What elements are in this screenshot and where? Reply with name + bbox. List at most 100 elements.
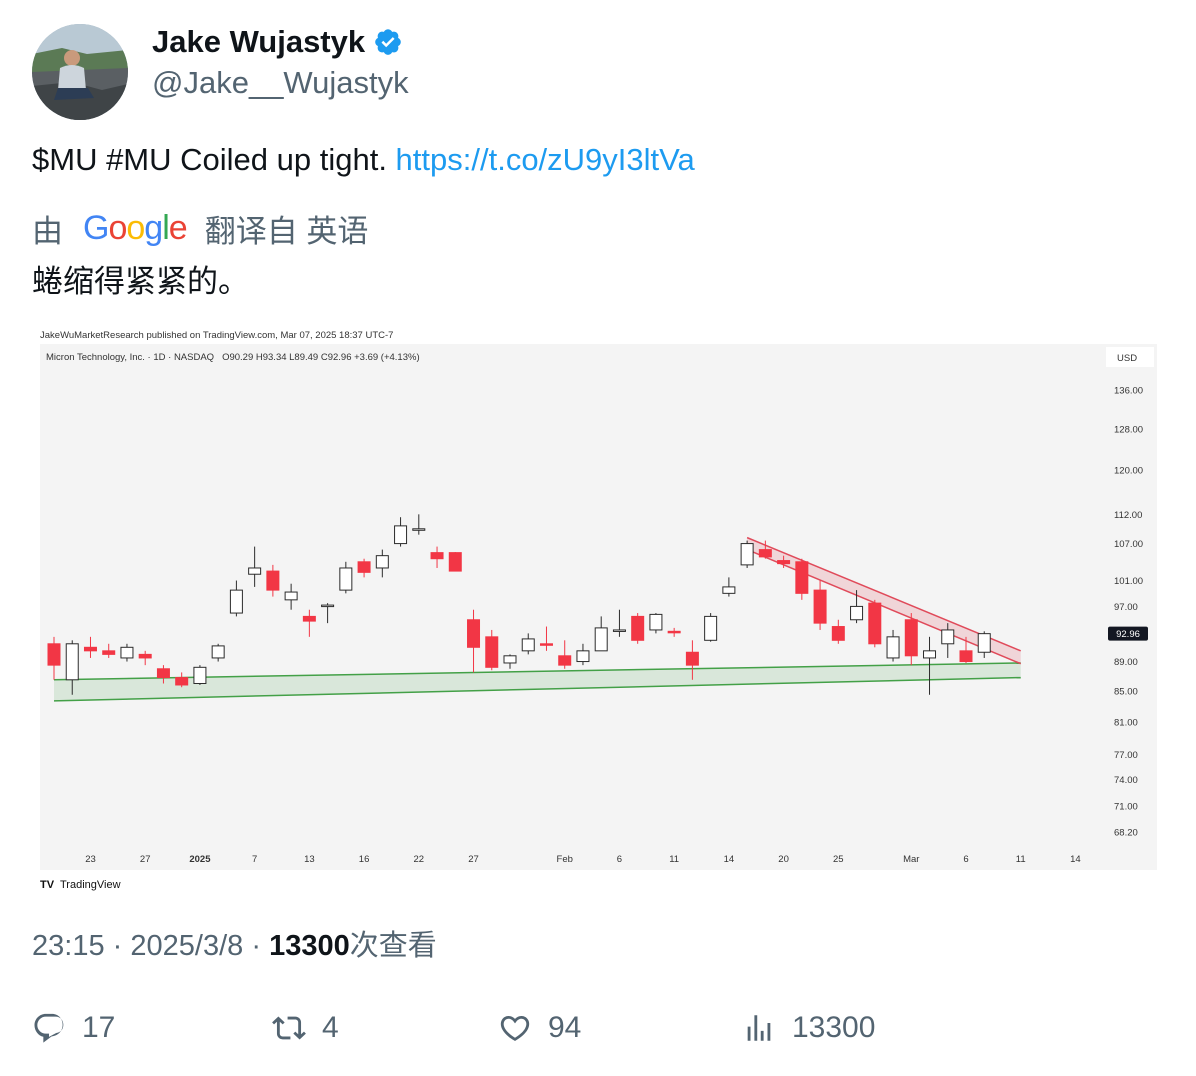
candle — [83, 636, 97, 658]
candle-body — [868, 602, 882, 645]
candle — [667, 627, 681, 637]
last-price-marker: 92.96 — [1108, 626, 1148, 641]
author-display-name[interactable]: Jake Wujastyk — [152, 24, 366, 59]
candle-body — [430, 552, 444, 560]
views-chart-icon — [747, 1015, 771, 1041]
like-button[interactable]: 94 — [498, 1006, 581, 1050]
candle-body — [375, 555, 389, 569]
tweet-time[interactable]: 23:15 — [32, 930, 105, 962]
candle — [448, 552, 462, 572]
candle — [831, 619, 845, 644]
candle — [65, 640, 79, 695]
x-tick-label: 11 — [1016, 854, 1026, 865]
candle-body — [394, 525, 408, 545]
candle — [904, 613, 918, 666]
candle — [339, 561, 353, 594]
views-action-count: 13300 — [792, 1011, 876, 1044]
candle — [156, 665, 170, 684]
candle-body — [667, 630, 681, 634]
candle-body — [521, 638, 535, 652]
x-tick-label: 6 — [963, 854, 968, 865]
candle — [102, 643, 116, 658]
views-count: 13300 — [269, 930, 350, 962]
candle-body — [886, 636, 900, 659]
candle — [704, 613, 718, 642]
candle — [539, 626, 553, 651]
chart-image[interactable]: JakeWuMarketResearch published on Tradin… — [32, 320, 1164, 900]
candle — [302, 609, 316, 637]
y-tick-label: 85.00 — [1114, 686, 1138, 697]
candle-body — [229, 589, 243, 614]
candle — [631, 613, 645, 644]
candle-body — [831, 626, 845, 641]
retweet-count: 4 — [322, 1011, 339, 1044]
candle-body — [631, 615, 645, 641]
y-tick-label: 89.00 — [1114, 657, 1138, 668]
chart-svg: JakeWuMarketResearch published on Tradin… — [40, 330, 1157, 891]
candle — [120, 643, 134, 662]
candle-body — [302, 615, 316, 622]
candle-body — [65, 643, 79, 681]
candle — [47, 636, 61, 680]
translation-prefix: 由 — [32, 213, 63, 249]
candle — [229, 580, 243, 617]
author-avatar[interactable] — [32, 24, 128, 120]
tradingview-brand: TV TradingView — [40, 879, 121, 891]
author-handle[interactable]: @Jake__Wujastyk — [152, 65, 409, 100]
candle — [412, 514, 426, 535]
candle-body — [321, 604, 335, 608]
candle-body — [539, 643, 553, 646]
candle-body — [47, 643, 61, 666]
chart-plot-background — [40, 344, 1157, 870]
tweet-date[interactable]: 2025/3/8 — [130, 930, 244, 962]
candle — [777, 555, 791, 568]
candle — [521, 633, 535, 655]
y-tick-label: 107.00 — [1114, 539, 1143, 550]
support-channel-fill — [54, 662, 1021, 701]
candle-body — [959, 650, 973, 663]
candle — [886, 629, 900, 662]
candle-body — [813, 589, 827, 624]
x-tick-label: 20 — [778, 854, 789, 865]
candle-body — [156, 668, 170, 679]
candle-body — [923, 650, 937, 659]
currency-box — [1106, 347, 1154, 367]
x-tick-label: Mar — [903, 854, 919, 865]
candle — [211, 643, 225, 662]
google-logo: Google — [83, 208, 188, 247]
x-tick-label: Feb — [557, 854, 573, 865]
tweet-meta: 23:15 · 2025/3/8 · 13300次查看 — [32, 922, 437, 964]
candle-body — [558, 655, 572, 666]
y-tick-label: 101.00 — [1114, 576, 1143, 587]
candle-body — [138, 653, 152, 659]
translation-attribution[interactable]: 由 Google 翻译自 英语 — [32, 208, 368, 249]
translated-text: 蜷缩得紧紧的。 — [32, 264, 249, 299]
candle — [284, 583, 298, 610]
tweet-link[interactable]: https://t.co/zU9yI3ltVa — [395, 142, 695, 177]
candle — [923, 636, 937, 695]
candle-body — [685, 651, 699, 666]
x-tick-label: 27 — [468, 854, 479, 865]
candle-body — [284, 591, 298, 601]
candle-body — [977, 633, 991, 653]
views-button[interactable]: 13300 — [742, 1006, 875, 1050]
views-suffix: 次查看 — [349, 930, 437, 962]
x-tick-label: 27 — [140, 854, 151, 865]
candle-body — [722, 586, 736, 594]
x-tick-label: 14 — [1070, 854, 1081, 865]
candle-body — [248, 567, 262, 575]
candle-body — [758, 549, 772, 558]
candle-body — [485, 636, 499, 668]
candle-body — [594, 627, 608, 652]
tweet-body: $MU #MU Coiled up tight. — [32, 142, 396, 177]
candle — [175, 672, 189, 688]
candle-body — [649, 613, 663, 631]
candle-body — [467, 619, 481, 648]
candle-body — [339, 567, 353, 591]
x-tick-label: 14 — [724, 854, 735, 865]
candle — [758, 540, 772, 559]
reply-count: 17 — [82, 1011, 116, 1044]
reply-button[interactable]: 17 — [32, 1006, 115, 1050]
retweet-button[interactable]: 4 — [272, 1006, 339, 1050]
candle — [394, 517, 408, 547]
